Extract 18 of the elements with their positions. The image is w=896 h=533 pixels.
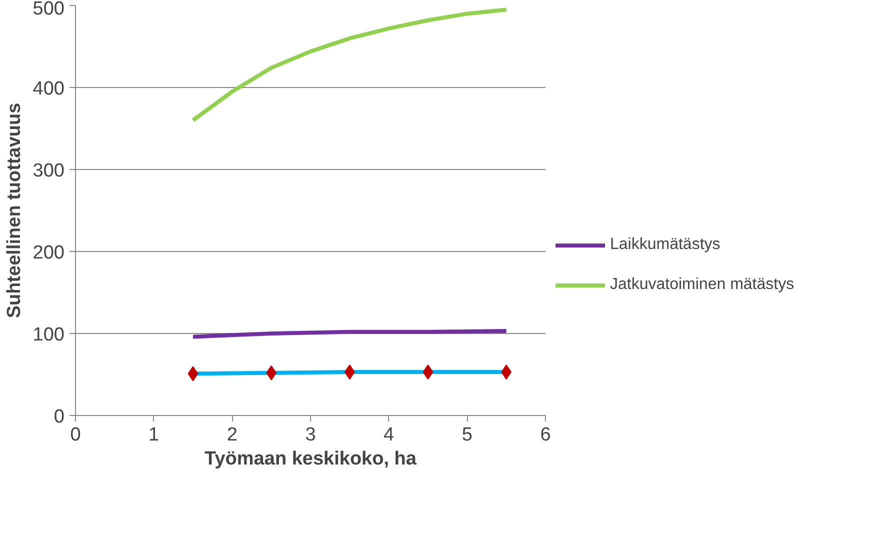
x-tick-label: 5 <box>462 424 472 446</box>
y-tick-label: 0 <box>54 406 65 428</box>
y-axis-title: Suhteellinen tuottavuus <box>4 102 25 318</box>
x-tick-label: 6 <box>540 424 551 446</box>
y-tick-label: 300 <box>32 160 64 182</box>
x-tick-label: 0 <box>70 424 81 446</box>
legend-label: Jatkuvatoiminen mätästys <box>610 276 794 294</box>
y-tick-label: 400 <box>32 78 64 100</box>
x-tick-label: 4 <box>384 424 395 446</box>
x-tick-label: 1 <box>148 424 160 446</box>
x-tick-label: 3 <box>305 424 316 446</box>
legend-label: Laikkumätästys <box>610 236 720 254</box>
line-series <box>191 8 508 122</box>
y-tick-label: 500 <box>32 0 64 20</box>
y-tick-label: 200 <box>32 242 64 264</box>
y-tick-label: 100 <box>32 324 64 346</box>
x-tick-label: 2 <box>226 424 238 446</box>
x-axis-title: Työmaan keskikoko, ha <box>204 448 417 470</box>
